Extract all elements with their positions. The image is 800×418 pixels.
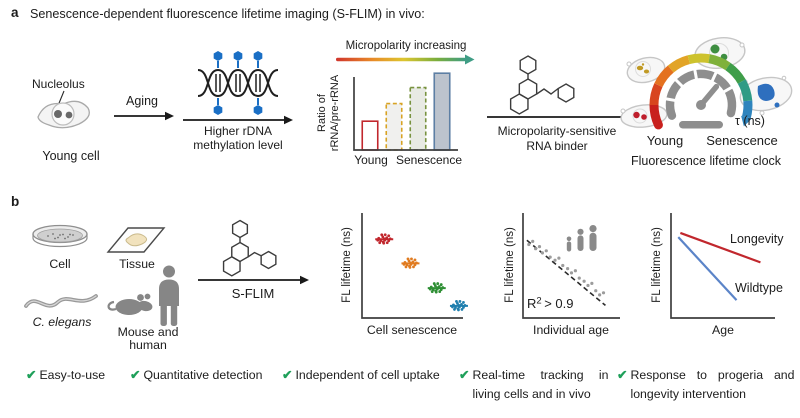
mouse-human-label-line2: human — [129, 338, 167, 352]
nucleolus-dot — [65, 111, 73, 119]
cell-blue-icon — [739, 75, 793, 116]
binder-label-line1: Micropolarity-sensitive — [498, 124, 617, 138]
clock-caption: Fluorescence lifetime clock — [631, 154, 782, 168]
feature-label: Quantitative detection — [143, 368, 263, 382]
gauge-base-bar — [679, 121, 723, 129]
tissue-slide-icon — [106, 227, 166, 253]
dna-methylation-illustration: Higher rDNA methylation level — [183, 51, 293, 152]
micropolarity-title: Micropolarity increasing — [346, 40, 467, 52]
scatter-points-group — [526, 239, 606, 307]
sflim-label: S-FLIM — [232, 286, 275, 301]
young-label: Young — [647, 133, 683, 148]
dna-helix-icon — [197, 68, 279, 98]
check-icon: ✔ — [617, 368, 628, 382]
feature-label: Independent of cell uptake — [295, 368, 440, 382]
x-tick-senescence: Senescence — [396, 153, 462, 167]
gauge-icon — [663, 67, 737, 129]
arrow-head-icon — [300, 275, 309, 285]
mouse-and-human-icon — [107, 265, 179, 326]
check-icon: ✔ — [459, 368, 470, 382]
nucleolus-dot — [54, 110, 62, 118]
tissue-sample-label: Tissue — [119, 257, 155, 271]
young-cell-caption: Young cell — [42, 149, 99, 163]
x-axis-label: Cell senescence — [367, 323, 457, 337]
panel-b-label: b — [11, 194, 20, 209]
x-axis-label: Individual age — [533, 323, 609, 337]
scatter-clusters-group — [375, 233, 468, 312]
petri-dish-icon — [32, 224, 88, 248]
dna-caption-line2: methylation level — [193, 138, 282, 152]
feature-item: ✔ Quantitative detection — [130, 366, 280, 385]
cell-sample-label: Cell — [49, 257, 71, 271]
sflim-arrow-illustration: S-FLIM — [198, 219, 309, 301]
feature-label: Real-time tracking in living cells and i… — [472, 368, 609, 401]
y-axis-label: FL lifetime (ns) — [341, 227, 353, 303]
mouse-human-label-line1: Mouse and — [117, 325, 179, 339]
binder-molecule-icon — [509, 55, 575, 115]
bars-group — [361, 72, 451, 151]
lifetime-scale-arc — [649, 53, 753, 130]
y-axis-label: FL lifetime (ns) — [504, 227, 516, 303]
feature-label: Easy-to-use — [39, 368, 106, 382]
gauge-hub — [696, 100, 706, 110]
cell-senescence-plot: FL lifetime (ns) Cell senescence — [341, 213, 468, 337]
x-axis-label: Age — [712, 323, 734, 337]
lifetime-clock-illustration: τ (ns) Young Senescence Fluorescence lif… — [620, 37, 793, 168]
human-icon — [159, 265, 179, 326]
arrow-head-icon — [165, 111, 174, 121]
feature-item: ✔ Response to progeria and longevity int… — [617, 366, 797, 403]
age-lines-plot: FL lifetime (ns) Longevity Wildtype Age — [651, 213, 784, 337]
check-icon: ✔ — [282, 368, 293, 382]
nucleolus-label: Nucleolus — [32, 77, 85, 91]
aging-arrow: Aging — [114, 94, 174, 121]
people-icons — [566, 225, 597, 252]
individual-age-plot: FL lifetime (ns) R2 > 0.9 Individual age — [504, 213, 620, 337]
cell-yellow-icon — [626, 56, 666, 84]
y-axis-label-line1: Ratio of — [316, 93, 328, 132]
rrna-ratio-chart: Micropolarity increasing Ratio of rRNA/p… — [316, 40, 475, 167]
panel-a-label: a — [11, 5, 19, 20]
longevity-label: Longevity — [730, 232, 784, 246]
check-icon: ✔ — [26, 368, 37, 382]
arrow-head-icon — [284, 115, 293, 125]
plot-axes — [361, 213, 463, 319]
rna-binder-illustration: Micropolarity-sensitive RNA binder — [487, 55, 631, 153]
sflim-molecule-icon — [222, 219, 277, 277]
x-tick-young: Young — [354, 153, 388, 167]
check-icon: ✔ — [130, 368, 141, 382]
y-axis-label: FL lifetime (ns) — [651, 227, 663, 303]
gradient-arrowhead-icon — [465, 54, 475, 65]
r-squared-annotation: R2 > 0.9 — [527, 296, 573, 312]
young-cell-illustration: Nucleolus Young cell — [32, 77, 100, 163]
chart-axes — [353, 77, 458, 151]
mouse-icon — [107, 293, 153, 315]
binder-label-line2: RNA binder — [526, 139, 587, 153]
feature-item: ✔ Easy-to-use — [26, 366, 138, 385]
feature-item: ✔ Real-time tracking in living cells and… — [459, 366, 611, 403]
aging-label: Aging — [126, 94, 158, 108]
worm-sample-label: C. elegans — [32, 315, 92, 329]
plot-axes — [522, 213, 620, 319]
methyl-hexagons — [213, 51, 263, 115]
c-elegans-icon — [24, 294, 98, 308]
panel-a-title: Senescence-dependent fluorescence lifeti… — [30, 7, 425, 21]
tau-label: τ (ns) — [735, 114, 765, 128]
arc-arrowhead-icon — [741, 115, 752, 127]
feature-item: ✔ Independent of cell uptake — [282, 366, 454, 385]
feature-label: Response to progeria and longevity inter… — [630, 368, 795, 401]
y-axis-label-line2: rRNA/pre-rRNA — [329, 74, 341, 151]
dna-caption-line1: Higher rDNA — [204, 124, 272, 138]
nucleus — [51, 102, 75, 126]
colony-dots — [47, 233, 74, 240]
senescence-label: Senescence — [706, 133, 778, 148]
trend-lines-group — [677, 231, 761, 301]
wildtype-label: Wildtype — [735, 281, 783, 295]
micropolarity-gradient-bar — [336, 57, 466, 62]
methyl-stems — [217, 61, 259, 105]
plot-axes — [670, 213, 775, 319]
